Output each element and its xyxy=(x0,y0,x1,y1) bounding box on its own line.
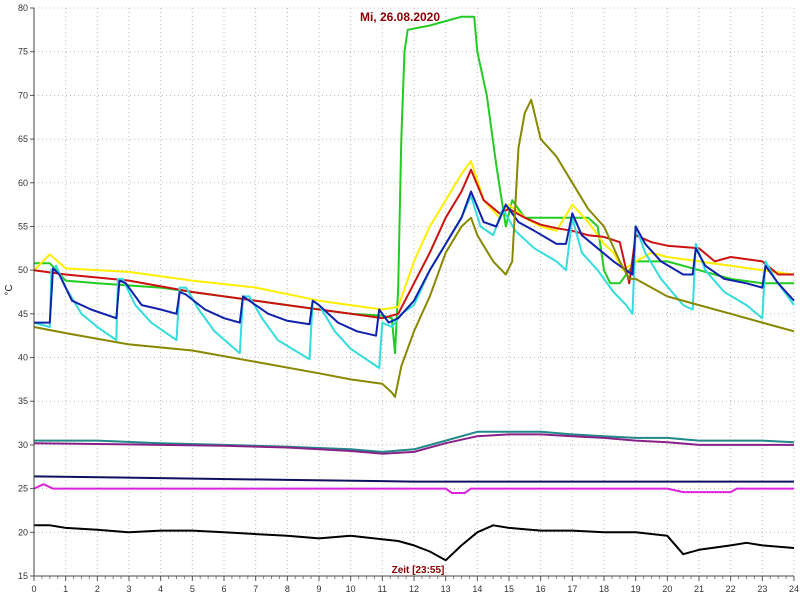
x-tick-label: 1 xyxy=(63,584,68,594)
x-tick-label: 9 xyxy=(316,584,321,594)
series-group xyxy=(33,15,795,562)
y-tick-label: 40 xyxy=(18,353,28,363)
chart-title: Mi, 26.08.2020 xyxy=(360,10,440,24)
series-line-3 xyxy=(33,168,794,320)
y-tick-label: 35 xyxy=(18,396,28,406)
y-tick-label: 25 xyxy=(18,484,28,494)
axes xyxy=(30,7,795,581)
y-tick-label: 70 xyxy=(18,90,28,100)
x-tick-label: 6 xyxy=(221,584,226,594)
series-line-11 xyxy=(34,524,795,562)
x-tick-label: 14 xyxy=(472,584,482,594)
y-axis-label: °C xyxy=(4,284,15,295)
x-tick-label: 7 xyxy=(253,584,258,594)
y-tick-label: 50 xyxy=(18,265,28,275)
x-tick-label: 19 xyxy=(631,584,641,594)
x-tick-label: 22 xyxy=(726,584,736,594)
x-tick-label: 8 xyxy=(285,584,290,594)
y-tick-label: 60 xyxy=(18,178,28,188)
x-tick-label: 12 xyxy=(409,584,419,594)
x-tick-label: 23 xyxy=(757,584,767,594)
x-tick-label: 11 xyxy=(378,584,387,594)
series-line-6 xyxy=(33,98,795,398)
series-line-5 xyxy=(34,190,795,337)
x-tick-label: 4 xyxy=(158,584,163,594)
x-tick-label: 3 xyxy=(126,584,131,594)
x-axis-label: Zeit [23:55] xyxy=(392,565,445,576)
x-tick-label: 10 xyxy=(346,584,356,594)
y-tick-label: 75 xyxy=(18,47,28,57)
x-tick-label: 17 xyxy=(567,584,577,594)
series-line-4 xyxy=(33,194,795,369)
y-tick-label: 55 xyxy=(18,221,28,231)
y-tick-label: 15 xyxy=(18,571,28,581)
series-line-9 xyxy=(33,475,794,483)
y-tick-label: 65 xyxy=(18,134,28,144)
x-tick-label: 5 xyxy=(190,584,195,594)
x-tick-label: 18 xyxy=(599,584,609,594)
x-tick-label: 16 xyxy=(536,584,546,594)
y-tick-label: 20 xyxy=(18,527,28,537)
x-tick-label: 24 xyxy=(789,584,799,594)
y-tick-label: 80 xyxy=(18,3,28,13)
x-tick-label: 0 xyxy=(31,584,36,594)
series-line-10 xyxy=(33,483,794,494)
x-tick-label: 13 xyxy=(441,584,451,594)
x-tick-label: 21 xyxy=(694,584,704,594)
grid xyxy=(33,7,795,577)
series-line-8 xyxy=(33,433,794,455)
y-tick-label: 45 xyxy=(18,309,28,319)
x-tick-label: 2 xyxy=(95,584,100,594)
x-tick-label: 20 xyxy=(662,584,672,594)
x-tick-label: 15 xyxy=(504,584,514,594)
y-tick-label: 30 xyxy=(18,440,28,450)
